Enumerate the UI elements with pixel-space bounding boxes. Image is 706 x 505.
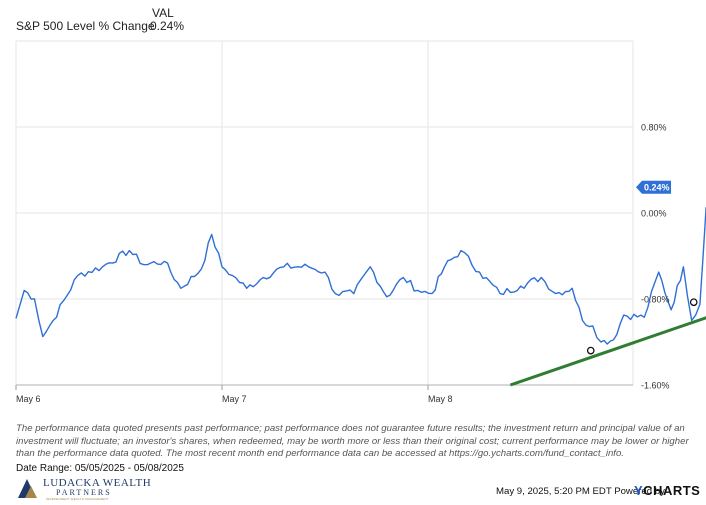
ycharts-logo: YCHARTS bbox=[634, 483, 700, 498]
y-tick-label: -0.80% bbox=[641, 295, 670, 305]
y-tick-label: 0.00% bbox=[641, 209, 667, 219]
y-tick-label: -1.60% bbox=[641, 381, 670, 391]
annotation-point bbox=[689, 298, 698, 307]
y-tick-label: 0.80% bbox=[641, 123, 667, 133]
logo-mark-icon bbox=[18, 479, 37, 498]
last-value-badge bbox=[636, 180, 671, 194]
x-tick-label: May 7 bbox=[222, 394, 247, 404]
last-value-label: 0.24% bbox=[644, 183, 670, 193]
chart-gridlines bbox=[15, 40, 634, 385]
trend-arrow-annotation bbox=[509, 298, 706, 387]
chart-axes bbox=[15, 384, 633, 390]
firm-logo: LUDACKA WEALTH PARTNERS INDEPENDENT WEAL… bbox=[16, 476, 151, 501]
legend-series-value: 0.24% bbox=[150, 19, 185, 33]
date-range: Date Range: 05/05/2025 - 05/08/2025 bbox=[16, 463, 184, 474]
chart-tick-labels: 0.80% 0.00% -0.80% -1.60% May 6 May 7 May 8 0.2… bbox=[16, 123, 671, 404]
logo-name: LUDACKA WEALTH bbox=[43, 477, 152, 489]
logo-tagline: INDEPENDENT WEALTH MANAGEMENT bbox=[46, 497, 109, 501]
annotation-point bbox=[586, 346, 595, 355]
ycharts-logo-y: Y bbox=[634, 483, 644, 498]
trend-arrow-shaft bbox=[509, 316, 706, 387]
x-tick-label: May 8 bbox=[428, 394, 453, 404]
series-line-sp500 bbox=[15, 206, 706, 345]
legend-column-header: VAL bbox=[152, 6, 174, 20]
legend-series-name: S&P 500 Level % Change bbox=[16, 19, 155, 33]
performance-disclaimer: The performance data quoted presents pas… bbox=[16, 423, 689, 460]
x-tick-label: May 6 bbox=[16, 394, 41, 404]
footer-timestamp: May 9, 2025, 5:20 PM EDT Powered by bbox=[496, 486, 665, 497]
line-chart: 0.80% 0.00% -0.80% -1.60% May 6 May 7 May 8 0.2… bbox=[15, 40, 706, 404]
ycharts-logo-rest: CHARTS bbox=[643, 483, 701, 498]
logo-subname: PARTNERS bbox=[56, 488, 112, 497]
